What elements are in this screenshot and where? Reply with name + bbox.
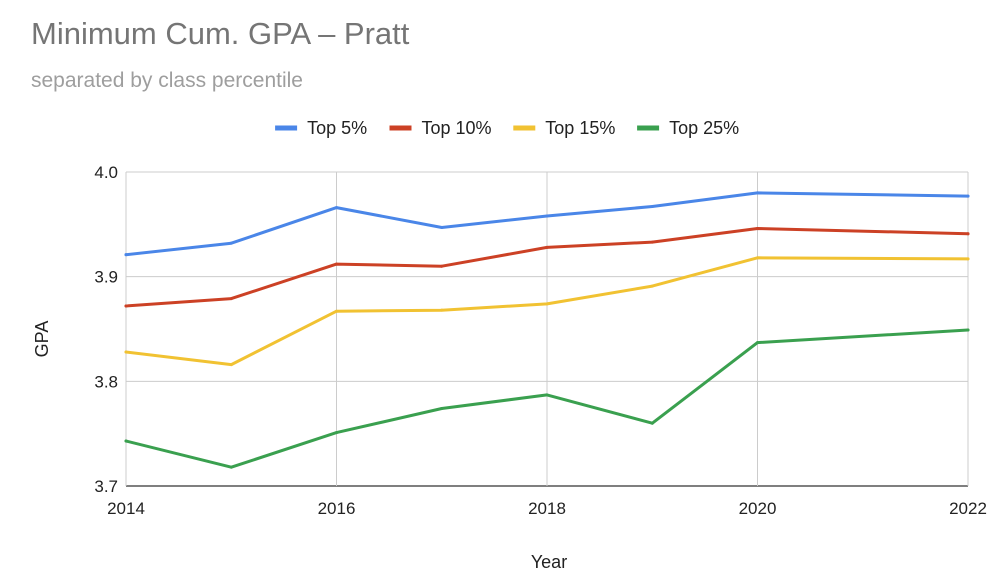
data-point bbox=[545, 302, 549, 306]
data-point bbox=[124, 439, 128, 443]
legend-label: Top 15% bbox=[545, 118, 615, 138]
data-point bbox=[650, 284, 654, 288]
legend-label: Top 25% bbox=[669, 118, 739, 138]
legend: Top 5% Top 10% Top 15% Top 25% bbox=[275, 118, 739, 138]
data-point bbox=[966, 232, 970, 236]
data-point bbox=[545, 393, 549, 397]
x-tick-label: 2022 bbox=[949, 499, 987, 518]
y-axis-title: GPA bbox=[32, 321, 52, 358]
y-tick-label: 3.8 bbox=[94, 372, 118, 391]
y-tick-label: 4.0 bbox=[94, 163, 118, 182]
data-point bbox=[440, 225, 444, 229]
data-point bbox=[335, 262, 338, 266]
x-tick-label: 2014 bbox=[107, 499, 145, 518]
data-point bbox=[335, 431, 338, 435]
x-tick-label: 2018 bbox=[528, 499, 566, 518]
x-tick-label: 2020 bbox=[739, 499, 777, 518]
series-line-3 bbox=[124, 256, 970, 367]
chart-subtitle: separated by class percentile bbox=[31, 69, 303, 92]
data-point bbox=[440, 308, 444, 312]
data-point bbox=[650, 421, 654, 425]
data-point bbox=[229, 297, 233, 301]
data-point bbox=[124, 253, 128, 257]
series-line-4 bbox=[124, 328, 970, 469]
y-tick-label: 3.7 bbox=[94, 477, 118, 496]
data-point bbox=[335, 309, 338, 313]
series-line-2 bbox=[124, 227, 970, 308]
data-point bbox=[124, 350, 128, 354]
data-point bbox=[756, 191, 759, 195]
chart-title: Minimum Cum. GPA – Pratt bbox=[31, 16, 410, 51]
x-axis-title: Year bbox=[531, 552, 567, 572]
series-lines bbox=[124, 191, 970, 469]
data-point bbox=[966, 257, 970, 261]
data-point bbox=[124, 304, 128, 308]
data-point bbox=[966, 328, 970, 332]
data-point bbox=[229, 465, 233, 469]
data-point bbox=[335, 206, 338, 210]
data-point bbox=[650, 240, 654, 244]
data-point bbox=[756, 227, 759, 231]
axis-ticks: 3.7 3.8 3.9 4.0 2014 2016 2018 2020 2022 bbox=[94, 163, 987, 518]
data-point bbox=[440, 407, 444, 411]
series-line-1 bbox=[124, 191, 970, 257]
data-point bbox=[545, 245, 549, 249]
legend-label: Top 5% bbox=[307, 118, 367, 138]
data-point bbox=[756, 341, 759, 345]
legend-label: Top 10% bbox=[422, 118, 492, 138]
data-point bbox=[650, 205, 654, 209]
data-point bbox=[545, 214, 549, 218]
data-point bbox=[440, 264, 444, 268]
x-tick-label: 2016 bbox=[318, 499, 356, 518]
y-tick-label: 3.9 bbox=[94, 268, 118, 287]
data-point bbox=[966, 194, 970, 198]
data-point bbox=[756, 256, 759, 260]
data-point bbox=[229, 363, 233, 367]
gridlines bbox=[125, 171, 969, 487]
data-point bbox=[229, 241, 233, 245]
